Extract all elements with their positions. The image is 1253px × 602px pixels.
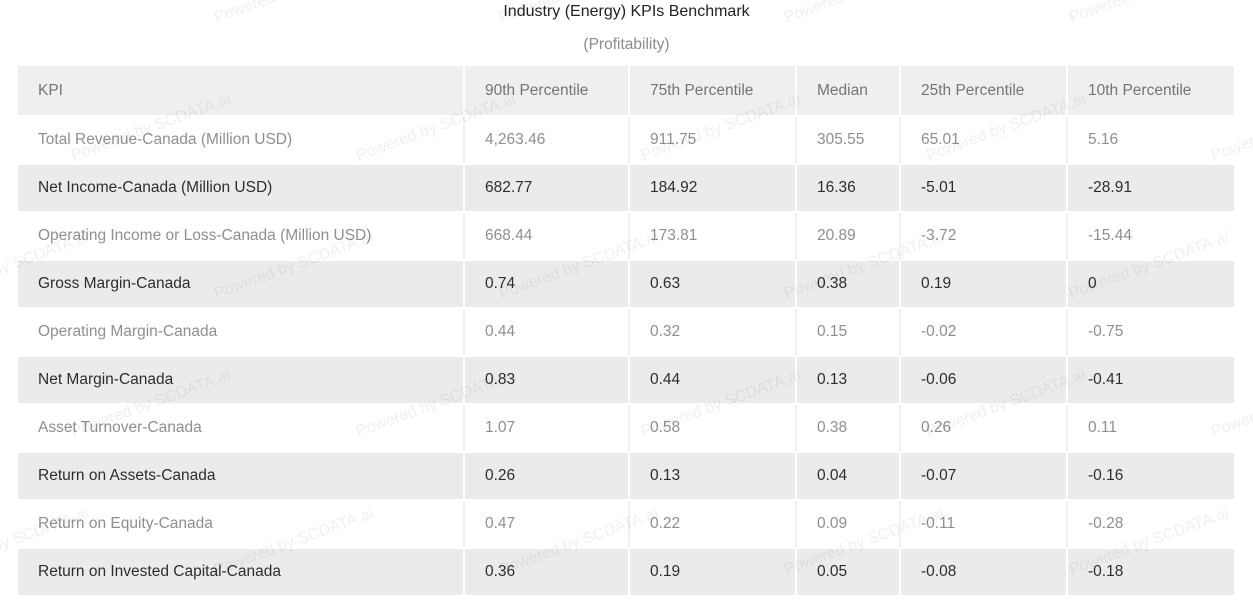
column-header-25th-percentile: 25th Percentile	[901, 66, 1068, 117]
value-cell: 1.07	[465, 405, 630, 453]
column-header-90th-percentile: 90th Percentile	[465, 66, 630, 117]
column-header-75th-percentile: 75th Percentile	[630, 66, 797, 117]
kpi-cell: Net Income-Canada (Million USD)	[18, 165, 465, 213]
value-cell: 911.75	[630, 117, 797, 165]
value-cell: 0.74	[465, 261, 630, 309]
value-cell: -0.75	[1068, 309, 1234, 357]
table-row: Return on Invested Capital-Canada 0.36 0.1…	[18, 549, 1234, 597]
value-cell: -15.44	[1068, 213, 1234, 261]
column-header-10th-percentile: 10th Percentile	[1068, 66, 1234, 117]
value-cell: 0.36	[465, 549, 630, 597]
value-cell: -0.28	[1068, 501, 1234, 549]
value-cell: 0	[1068, 261, 1234, 309]
column-header-median: Median	[797, 66, 901, 117]
table-header-row: KPI 90th Percentile 75th Percentile Median 2…	[18, 66, 1234, 117]
value-cell: 65.01	[901, 117, 1068, 165]
value-cell: -0.16	[1068, 453, 1234, 501]
value-cell: 0.09	[797, 501, 901, 549]
value-cell: -28.91	[1068, 165, 1234, 213]
kpi-cell: Return on Invested Capital-Canada	[18, 549, 465, 597]
value-cell: 305.55	[797, 117, 901, 165]
value-cell: 0.26	[901, 405, 1068, 453]
value-cell: -0.18	[1068, 549, 1234, 597]
value-cell: -0.08	[901, 549, 1068, 597]
kpi-cell: Total Revenue-Canada (Million USD)	[18, 117, 465, 165]
value-cell: -0.07	[901, 453, 1068, 501]
kpi-benchmark-table: KPI 90th Percentile 75th Percentile Median 2…	[18, 66, 1234, 597]
table-row: Asset Turnover-Canada 1.07 0.58 0.38 0.26 0.1…	[18, 405, 1234, 453]
table-body: Total Revenue-Canada (Million USD) 4,263.…	[18, 117, 1234, 597]
kpi-cell: Operating Income or Loss-Canada (Million…	[18, 213, 465, 261]
value-cell: 184.92	[630, 165, 797, 213]
value-cell: 0.63	[630, 261, 797, 309]
column-header-kpi: KPI	[18, 66, 465, 117]
table-row: Net Income-Canada (Million USD) 682.77 184…	[18, 165, 1234, 213]
value-cell: 4,263.46	[465, 117, 630, 165]
value-cell: 0.38	[797, 261, 901, 309]
page-title: Industry (Energy) KPIs Benchmark	[503, 3, 750, 20]
table-row: Return on Assets-Canada 0.26 0.13 0.04 -0.07…	[18, 453, 1234, 501]
value-cell: 0.44	[465, 309, 630, 357]
value-cell: 5.16	[1068, 117, 1234, 165]
value-cell: 0.38	[797, 405, 901, 453]
table-row: Operating Income or Loss-Canada (Million…	[18, 213, 1234, 261]
value-cell: 0.47	[465, 501, 630, 549]
value-cell: 0.83	[465, 357, 630, 405]
kpi-cell: Gross Margin-Canada	[18, 261, 465, 309]
page-subtitle: (Profitability)	[583, 36, 670, 53]
value-cell: -0.11	[901, 501, 1068, 549]
value-cell: 0.19	[901, 261, 1068, 309]
kpi-cell: Net Margin-Canada	[18, 357, 465, 405]
value-cell: 173.81	[630, 213, 797, 261]
value-cell: 0.22	[630, 501, 797, 549]
value-cell: -3.72	[901, 213, 1068, 261]
value-cell: 0.05	[797, 549, 901, 597]
value-cell: 0.13	[797, 357, 901, 405]
value-cell: 0.19	[630, 549, 797, 597]
value-cell: -0.02	[901, 309, 1068, 357]
value-cell: -5.01	[901, 165, 1068, 213]
table-row: Gross Margin-Canada 0.74 0.63 0.38 0.19 0	[18, 261, 1234, 309]
kpi-cell: Return on Assets-Canada	[18, 453, 465, 501]
value-cell: -0.41	[1068, 357, 1234, 405]
table-row: Total Revenue-Canada (Million USD) 4,263.…	[18, 117, 1234, 165]
value-cell: 16.36	[797, 165, 901, 213]
value-cell: 20.89	[797, 213, 901, 261]
kpi-cell: Asset Turnover-Canada	[18, 405, 465, 453]
value-cell: 0.44	[630, 357, 797, 405]
value-cell: -0.06	[901, 357, 1068, 405]
value-cell: 0.11	[1068, 405, 1234, 453]
value-cell: 0.26	[465, 453, 630, 501]
value-cell: 682.77	[465, 165, 630, 213]
value-cell: 0.58	[630, 405, 797, 453]
value-cell: 0.15	[797, 309, 901, 357]
value-cell: 0.13	[630, 453, 797, 501]
value-cell: 0.04	[797, 453, 901, 501]
value-cell: 668.44	[465, 213, 630, 261]
table-row: Return on Equity-Canada 0.47 0.22 0.09 -0.11…	[18, 501, 1234, 549]
table-row: Operating Margin-Canada 0.44 0.32 0.15 -0.02…	[18, 309, 1234, 357]
kpi-cell: Return on Equity-Canada	[18, 501, 465, 549]
kpi-cell: Operating Margin-Canada	[18, 309, 465, 357]
table-row: Net Margin-Canada 0.83 0.44 0.13 -0.06 -0.41	[18, 357, 1234, 405]
value-cell: 0.32	[630, 309, 797, 357]
